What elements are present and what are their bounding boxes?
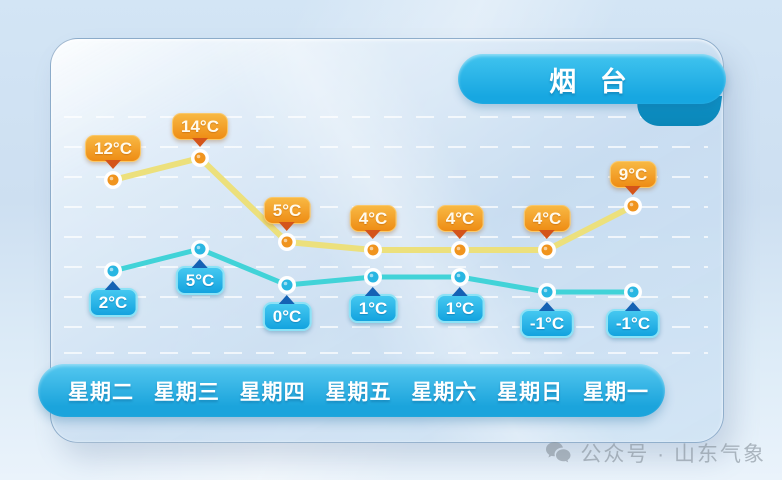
day-label: 星期日 bbox=[497, 380, 564, 404]
watermark-text: 公众号 · 山东气象 bbox=[580, 443, 766, 466]
low-temp-badge: 0°C bbox=[262, 302, 312, 331]
wechat-icon bbox=[546, 442, 571, 463]
low-temp-badge: 2°C bbox=[88, 288, 138, 317]
day-label: 星期二 bbox=[68, 380, 134, 404]
high-temp-badge: 5°C bbox=[263, 197, 311, 224]
low-temp-badge: 1°C bbox=[435, 294, 485, 323]
high-temp-badge: 4°C bbox=[436, 205, 484, 232]
day-label: 星期一 bbox=[582, 380, 649, 404]
day-label: 星期四 bbox=[239, 380, 306, 404]
high-temp-badge: 14°C bbox=[172, 113, 228, 140]
low-temp-badge: -1°C bbox=[605, 309, 661, 338]
city-title-banner: 烟 台 bbox=[458, 54, 726, 104]
watermark: 公众号 · 山东气象 bbox=[544, 438, 766, 468]
high-temp-badge: 12°C bbox=[85, 135, 141, 162]
day-of-week-bar: 星期二 星期三 星期四 星期五 星期六 星期日 星期一 bbox=[38, 364, 665, 417]
high-temp-badge: 9°C bbox=[609, 161, 657, 188]
day-label: 星期三 bbox=[153, 380, 220, 404]
day-label: 星期五 bbox=[325, 380, 392, 404]
high-temp-badge: 4°C bbox=[349, 205, 397, 232]
low-temp-badge: 5°C bbox=[175, 266, 225, 295]
city-title: 烟 台 bbox=[549, 66, 635, 97]
low-temp-badge: 1°C bbox=[348, 294, 398, 323]
low-temp-badge: -1°C bbox=[519, 309, 575, 338]
day-label: 星期六 bbox=[411, 380, 478, 404]
high-temp-badge: 4°C bbox=[523, 205, 571, 232]
